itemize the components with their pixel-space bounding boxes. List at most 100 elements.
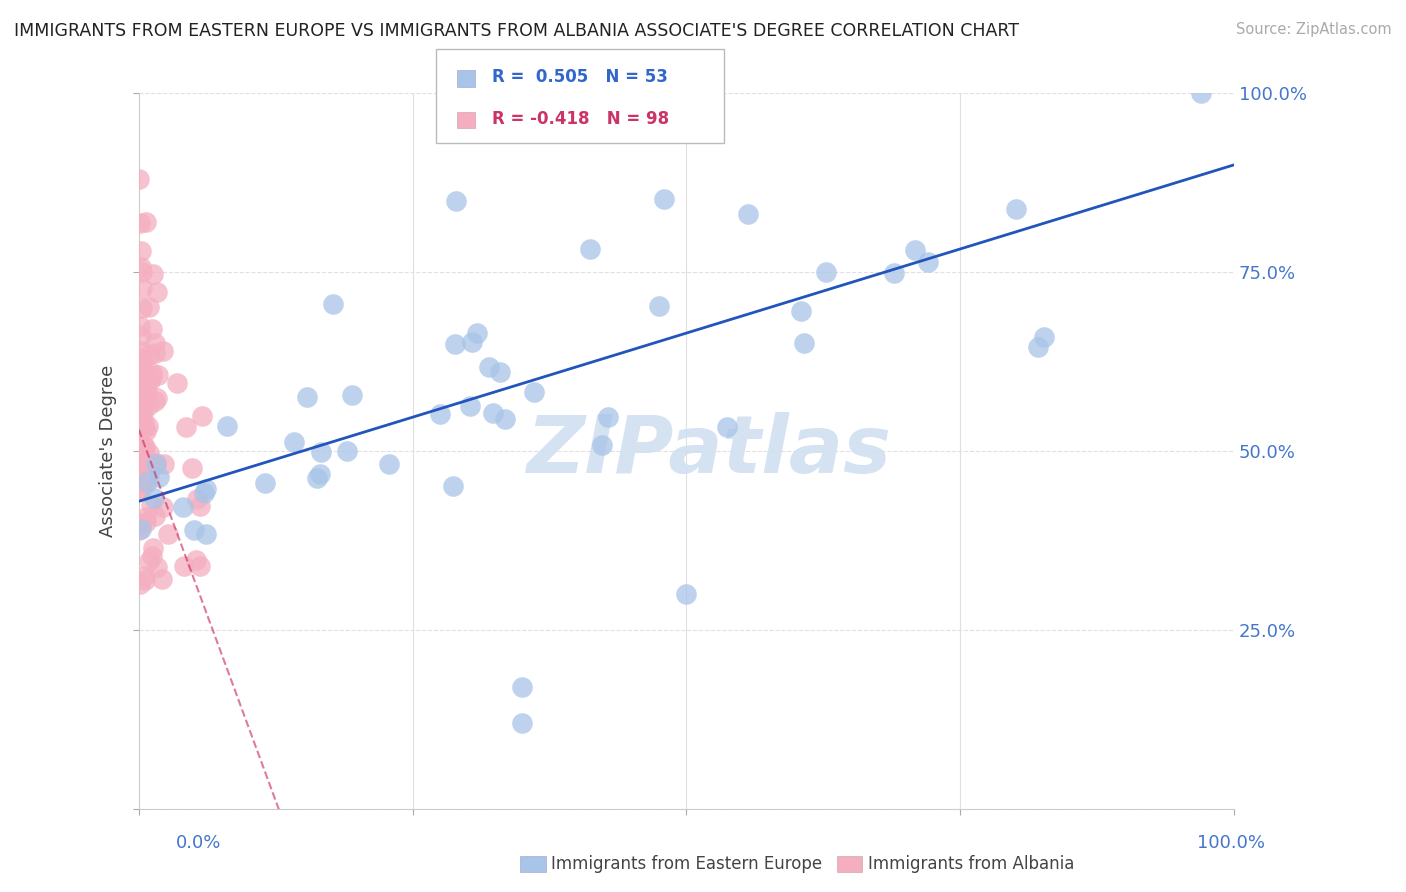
Point [596, 409, 619, 424]
Point [441, 479, 464, 493]
Point [134, 441, 156, 455]
Point [193, 486, 215, 500]
Point [793, 335, 815, 350]
Point [191, 409, 214, 424]
Point [128, 462, 150, 476]
Point [142, 541, 165, 555]
Point [131, 357, 153, 371]
Point [132, 380, 155, 394]
Point [132, 407, 155, 421]
Text: Immigrants from Albania: Immigrants from Albania [868, 855, 1074, 873]
Point [142, 267, 165, 281]
Point [134, 384, 156, 399]
Point [141, 322, 163, 336]
Point [478, 360, 501, 375]
Point [295, 390, 318, 404]
Point [578, 242, 600, 256]
Point [675, 587, 697, 601]
Text: ZIPatlas: ZIPatlas [526, 412, 891, 491]
Point [129, 400, 152, 414]
Point [131, 396, 153, 410]
Point [131, 457, 153, 471]
Point [128, 376, 150, 391]
Point [716, 420, 738, 434]
Point [129, 469, 152, 483]
Point [145, 346, 167, 360]
Point [883, 266, 905, 280]
Point [143, 393, 166, 408]
Point [129, 216, 152, 230]
Point [489, 365, 512, 379]
Point [131, 354, 153, 368]
Point [253, 476, 276, 491]
Point [131, 452, 153, 467]
Point [135, 515, 157, 529]
Point [129, 522, 152, 536]
Point [135, 456, 157, 470]
Point [648, 299, 671, 313]
Point [136, 419, 159, 434]
Point [138, 446, 160, 460]
Point [181, 461, 204, 475]
Point [129, 439, 152, 453]
Point [129, 363, 152, 377]
Point [138, 467, 160, 482]
Point [166, 376, 188, 390]
Point [510, 716, 533, 731]
Point [128, 414, 150, 428]
Point [340, 388, 363, 402]
Point [194, 482, 217, 496]
Point [145, 560, 167, 574]
Point [378, 458, 401, 472]
Point [131, 386, 153, 401]
Point [145, 456, 167, 470]
Point [174, 420, 197, 434]
Point [132, 459, 155, 474]
Point [152, 343, 174, 358]
Point [215, 419, 238, 434]
Point [131, 483, 153, 497]
Point [145, 457, 167, 471]
Point [183, 523, 205, 537]
Point [429, 407, 451, 421]
Point [134, 477, 156, 491]
Point [129, 328, 152, 343]
Point [148, 470, 170, 484]
Point [188, 558, 211, 573]
Point [152, 500, 174, 514]
Point [131, 364, 153, 378]
Point [790, 303, 813, 318]
Point [129, 577, 152, 591]
Point [482, 406, 505, 420]
Point [461, 335, 484, 350]
Y-axis label: Associate's Degree: Associate's Degree [100, 365, 117, 537]
Point [135, 510, 157, 524]
Point [135, 386, 157, 401]
Point [311, 444, 333, 458]
Point [134, 447, 156, 461]
Point [128, 516, 150, 530]
Point [146, 392, 169, 406]
Point [143, 335, 166, 350]
Point [173, 559, 195, 574]
Point [146, 368, 169, 382]
Point [156, 527, 179, 541]
Point [152, 458, 174, 472]
Point [1033, 330, 1056, 344]
Point [1004, 202, 1026, 217]
Point [138, 554, 160, 568]
Point [134, 467, 156, 481]
Point [141, 549, 163, 564]
Point [131, 244, 153, 258]
Point [591, 438, 613, 452]
Point [129, 516, 152, 531]
Point [129, 343, 152, 358]
Point [135, 376, 157, 390]
Text: 0.0%: 0.0% [176, 834, 221, 852]
Point [143, 509, 166, 524]
Point [186, 492, 208, 507]
Text: 100.0%: 100.0% [1198, 834, 1265, 852]
Point [150, 572, 173, 586]
Point [904, 244, 927, 258]
Point [172, 500, 194, 515]
